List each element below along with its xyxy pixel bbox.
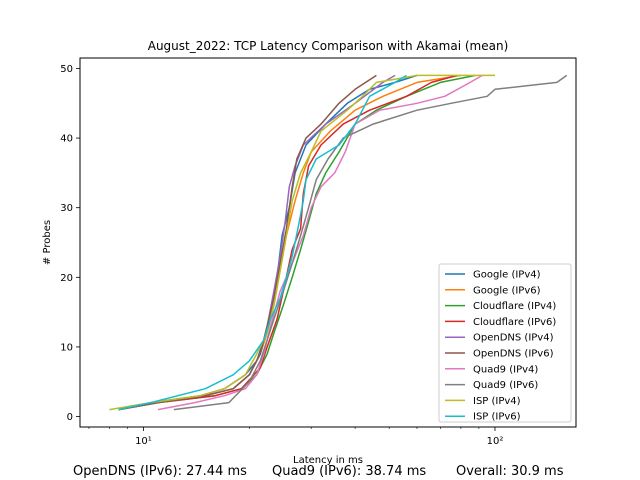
legend-label-0: Google (IPv4) [473,270,541,281]
series-line-5 [118,74,377,411]
series-line-7 [173,74,568,411]
series-line-1 [118,74,462,411]
series-line-3 [118,74,458,411]
legend-label-7: Quad9 (IPv6) [473,380,538,391]
x-axis-label: Latency in ms [293,455,363,466]
series-line-2 [118,74,476,411]
legend-label-6: Quad9 (IPv4) [473,364,538,375]
legend-label-4: OpenDNS (IPv4) [473,333,554,344]
y-tick-label-5: 50 [60,64,73,75]
series-line-6 [157,74,483,411]
series-line-9 [118,74,407,411]
footer-stat-opendns-ipv6: OpenDNS (IPv6): 27.44 ms [73,464,247,479]
y-tick-label-2: 20 [60,273,73,284]
legend-label-1: Google (IPv6) [473,285,541,296]
y-axis-label: # Probes [42,220,53,265]
legend-label-3: Cloudflare (IPv6) [473,317,556,328]
x-tick-label-1: 10² [487,436,504,447]
x-tick-label-0: 10¹ [135,436,152,447]
series-line-0 [118,74,418,411]
plot-frame [79,57,577,428]
y-tick-label-1: 10 [60,342,73,353]
footer-stat-overall: Overall: 30.9 ms [456,464,564,479]
legend-label-2: Cloudflare (IPv4) [473,301,556,312]
y-tick-label-4: 40 [60,134,73,145]
legend-label-8: ISP (IPv4) [473,396,521,407]
chart-title: August_2022: TCP Latency Comparison with… [148,39,509,53]
footer-stats: OpenDNS (IPv6): 27.44 ms Quad9 (IPv6): 3… [0,464,640,480]
series-line-8 [109,74,495,411]
legend-box [438,263,572,423]
legend-label-9: ISP (IPv6) [473,412,521,423]
footer-stat-quad9-ipv6: Quad9 (IPv6): 38.74 ms [272,464,427,479]
y-tick-label-0: 0 [67,412,73,423]
y-tick-label-3: 30 [60,203,73,214]
legend-label-5: OpenDNS (IPv6) [473,349,554,360]
